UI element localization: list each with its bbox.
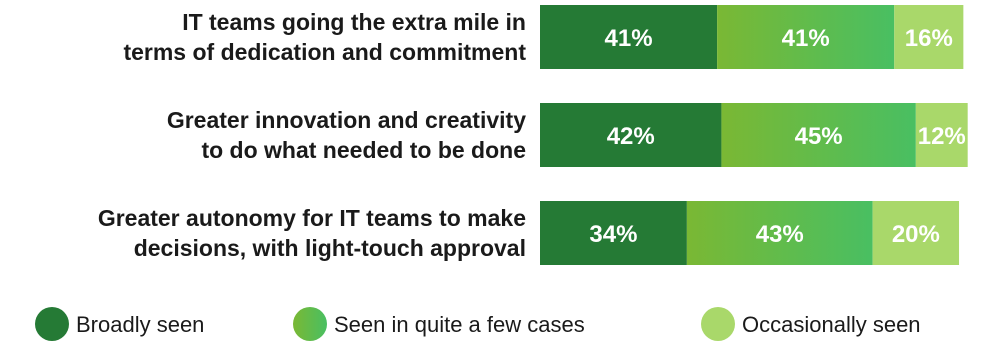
legend-label: Seen in quite a few cases xyxy=(334,312,585,337)
legend-label: Occasionally seen xyxy=(742,312,921,337)
data-label: 12% xyxy=(918,123,966,150)
data-label: 43% xyxy=(756,221,804,248)
category-label: Greater autonomy for IT teams to make xyxy=(98,205,526,231)
bar-segment xyxy=(686,201,873,265)
bar-segment xyxy=(717,5,895,69)
category-label: Greater innovation and creativity xyxy=(167,107,526,133)
legend-swatch xyxy=(35,307,69,341)
bar-segment xyxy=(915,103,968,167)
bar-segment xyxy=(540,5,718,69)
legend-swatch xyxy=(701,307,735,341)
category-label: decisions, with light-touch approval xyxy=(134,235,526,261)
data-label: 45% xyxy=(795,123,843,150)
category-label: to do what needed to be done xyxy=(201,137,526,163)
data-label: 34% xyxy=(589,221,637,248)
bar-segment xyxy=(894,5,964,69)
data-label: 41% xyxy=(605,25,653,52)
data-label: 41% xyxy=(782,25,830,52)
bar-segment xyxy=(540,201,687,265)
legend-swatch xyxy=(293,307,327,341)
legend-label: Broadly seen xyxy=(76,312,204,337)
bar-segment xyxy=(721,103,916,167)
data-label: 42% xyxy=(607,123,655,150)
bar-segment xyxy=(872,201,960,265)
category-label: IT teams going the extra mile in xyxy=(182,9,526,35)
data-label: 20% xyxy=(892,221,940,248)
category-label: terms of dedication and commitment xyxy=(123,39,526,65)
bar-segment xyxy=(540,103,722,167)
data-label: 16% xyxy=(905,25,953,52)
